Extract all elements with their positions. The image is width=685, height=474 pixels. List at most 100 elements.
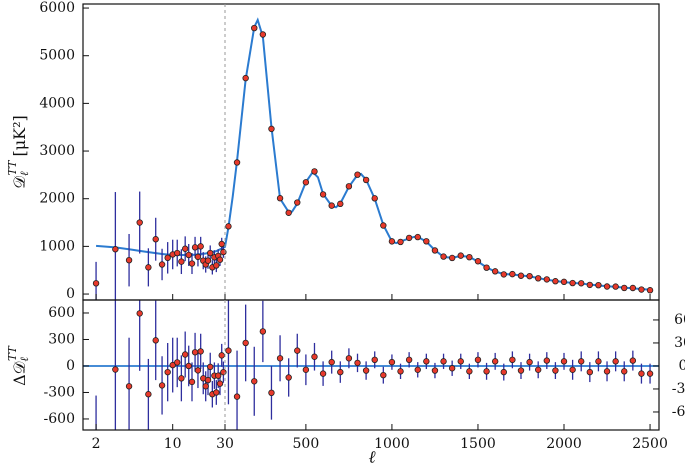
data-point bbox=[483, 264, 490, 271]
data-point bbox=[397, 238, 404, 246]
top-plot bbox=[92, 17, 654, 300]
data-point bbox=[328, 358, 335, 366]
data-point bbox=[397, 368, 404, 375]
y2-tick-label: 60 bbox=[674, 312, 685, 328]
y-tick-label: 3000 bbox=[39, 143, 75, 159]
data-point bbox=[543, 276, 551, 283]
data-point bbox=[152, 236, 159, 243]
data-point bbox=[112, 246, 119, 253]
y-tick-label: 6000 bbox=[39, 0, 75, 16]
x-tick-label: 10 bbox=[164, 436, 182, 452]
data-point bbox=[268, 389, 275, 397]
data-point bbox=[233, 393, 241, 400]
data-point bbox=[500, 368, 507, 376]
data-point bbox=[145, 391, 152, 398]
data-point bbox=[251, 378, 258, 385]
data-point bbox=[534, 366, 542, 373]
data-point bbox=[164, 368, 171, 376]
data-point bbox=[371, 195, 378, 202]
data-point bbox=[191, 349, 199, 356]
data-point bbox=[638, 286, 645, 293]
y-tick-label: 0 bbox=[66, 286, 75, 302]
y2-tick-label: 30 bbox=[674, 335, 685, 351]
y-label-sub: ℓ bbox=[18, 171, 31, 176]
y-tick-label: -600 bbox=[44, 411, 75, 427]
data-point bbox=[431, 367, 439, 374]
data-point bbox=[216, 256, 224, 263]
x-axis-label: ℓ bbox=[368, 448, 375, 468]
data-point bbox=[268, 125, 275, 133]
data-point bbox=[242, 339, 249, 347]
data-point bbox=[191, 244, 199, 251]
x-tick-label: 1500 bbox=[460, 436, 496, 452]
data-point bbox=[178, 258, 185, 265]
data-point bbox=[586, 368, 594, 376]
data-point bbox=[491, 358, 499, 365]
y-axis-label: 𝒟ℓTT [μK²] bbox=[6, 115, 31, 189]
data-point bbox=[302, 179, 310, 186]
data-point bbox=[242, 74, 249, 82]
data-point bbox=[362, 367, 370, 374]
data-point bbox=[448, 254, 456, 262]
data-point bbox=[560, 278, 568, 286]
data-point bbox=[612, 283, 619, 290]
data-point bbox=[526, 358, 533, 366]
data-point bbox=[431, 247, 439, 254]
data-point bbox=[466, 253, 473, 261]
data-point bbox=[423, 238, 430, 245]
data-point bbox=[603, 368, 611, 375]
y2-tick-label: -60 bbox=[672, 404, 685, 420]
data-point bbox=[354, 171, 361, 178]
data-point bbox=[92, 280, 100, 287]
data-point bbox=[560, 358, 568, 365]
data-point bbox=[440, 358, 447, 365]
y-tick-label: 300 bbox=[48, 331, 75, 347]
data-point bbox=[526, 272, 533, 280]
data-point bbox=[345, 355, 353, 362]
data-point bbox=[354, 359, 361, 367]
residual-label-sup: TT bbox=[6, 344, 19, 361]
y-tick-label: 5000 bbox=[39, 48, 75, 64]
data-point bbox=[194, 253, 202, 261]
data-point bbox=[414, 366, 421, 373]
data-point bbox=[552, 367, 559, 374]
data-point bbox=[509, 356, 516, 364]
y-tick-label: 2000 bbox=[39, 191, 75, 207]
data-point bbox=[218, 240, 225, 248]
data-point bbox=[174, 249, 181, 257]
data-point bbox=[178, 375, 185, 382]
data-point bbox=[337, 200, 344, 208]
data-point bbox=[311, 168, 318, 175]
data-point bbox=[337, 368, 344, 376]
x-tick-label: 30 bbox=[216, 436, 234, 452]
data-point bbox=[207, 249, 214, 257]
residual-plot bbox=[83, 300, 659, 430]
data-point bbox=[188, 378, 196, 386]
residual-label-symbol: Δ𝒟 bbox=[10, 361, 29, 386]
data-point bbox=[285, 374, 292, 381]
data-point bbox=[136, 310, 143, 317]
y-tick-label: 1000 bbox=[39, 238, 75, 254]
data-point bbox=[578, 358, 585, 365]
x-tick-label: 1000 bbox=[374, 436, 410, 452]
y-tick-label: 600 bbox=[48, 305, 75, 321]
data-point bbox=[448, 365, 456, 372]
data-point bbox=[319, 370, 327, 377]
data-point bbox=[276, 355, 284, 362]
data-point bbox=[483, 368, 490, 375]
data-point bbox=[405, 234, 413, 242]
model-curve bbox=[95, 17, 651, 291]
data-point bbox=[164, 254, 171, 262]
data-point bbox=[509, 270, 516, 278]
data-point bbox=[233, 159, 241, 166]
data-point bbox=[188, 260, 196, 267]
data-point bbox=[517, 272, 525, 279]
data-point bbox=[294, 199, 301, 206]
data-point bbox=[491, 268, 499, 275]
data-point bbox=[457, 358, 464, 365]
data-point bbox=[207, 363, 214, 371]
data-point bbox=[194, 367, 202, 374]
data-point bbox=[251, 24, 258, 32]
data-point bbox=[586, 281, 594, 289]
data-point bbox=[125, 256, 133, 264]
